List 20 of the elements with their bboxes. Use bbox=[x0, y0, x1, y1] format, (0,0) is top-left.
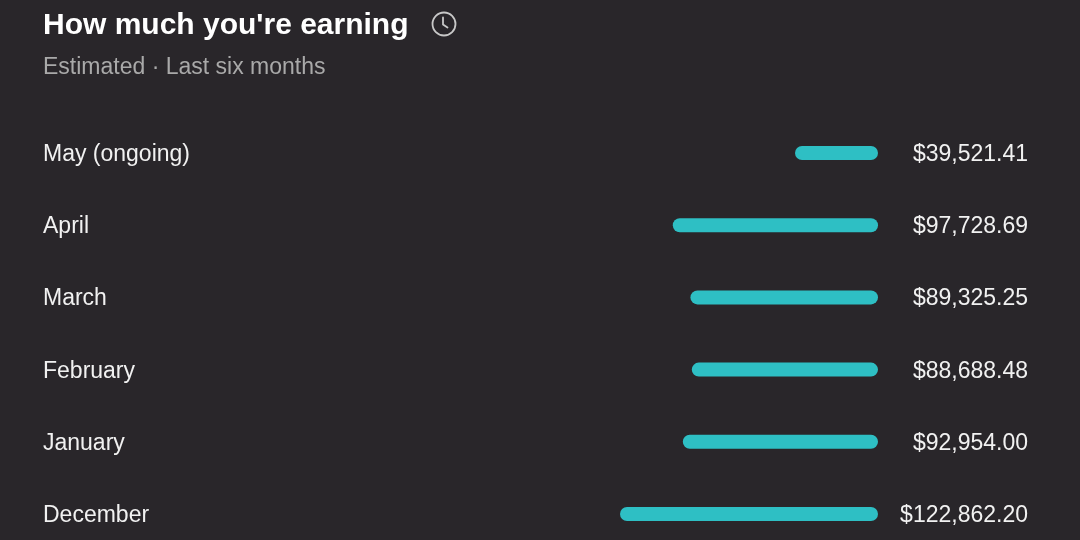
data-label: $122,862.20 bbox=[900, 501, 1028, 527]
bar bbox=[672, 218, 878, 233]
bar bbox=[691, 362, 878, 377]
bar bbox=[690, 290, 878, 305]
data-label: $92,954.00 bbox=[912, 428, 1028, 455]
y-tick-label: December bbox=[43, 501, 150, 527]
y-tick-label: January bbox=[43, 428, 126, 455]
data-label: $89,325.25 bbox=[912, 284, 1028, 311]
data-label: $97,728.69 bbox=[912, 212, 1028, 239]
y-tick-label: April bbox=[43, 212, 90, 239]
bar bbox=[795, 146, 878, 160]
data-label: $39,521.41 bbox=[912, 140, 1028, 166]
y-tick-label: March bbox=[43, 284, 107, 311]
text: How much you're earning bbox=[43, 7, 409, 41]
bar bbox=[620, 507, 878, 521]
text: Estimated · Last six months bbox=[43, 53, 326, 80]
data-label: $88,688.48 bbox=[912, 356, 1028, 383]
y-tick-label: May (ongoing) bbox=[43, 140, 191, 166]
bar bbox=[682, 434, 878, 449]
y-tick-label: February bbox=[43, 356, 136, 383]
